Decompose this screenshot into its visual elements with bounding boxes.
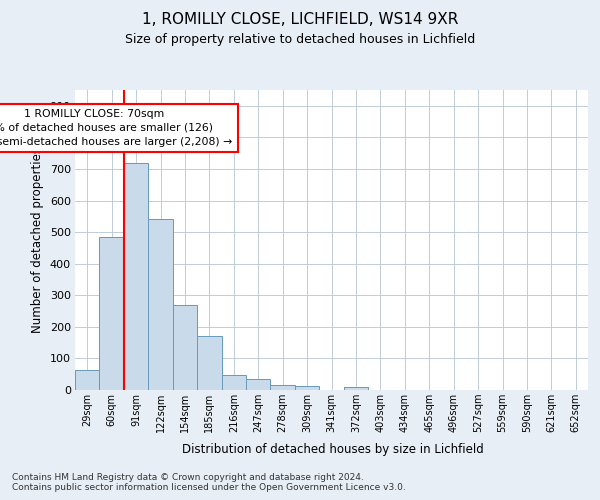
Bar: [344, 388, 368, 390]
Bar: [246, 379, 271, 390]
Bar: [271, 386, 295, 390]
Text: Distribution of detached houses by size in Lichfield: Distribution of detached houses by size …: [182, 442, 484, 456]
Text: 1 ROMILLY CLOSE: 70sqm
← 5% of detached houses are smaller (126)
94% of semi-det: 1 ROMILLY CLOSE: 70sqm ← 5% of detached …: [0, 109, 233, 147]
Bar: [124, 164, 148, 390]
Bar: [173, 304, 197, 390]
Text: Contains HM Land Registry data © Crown copyright and database right 2024.
Contai: Contains HM Land Registry data © Crown c…: [12, 472, 406, 492]
Y-axis label: Number of detached properties: Number of detached properties: [31, 147, 44, 333]
Bar: [100, 238, 124, 390]
Text: 1, ROMILLY CLOSE, LICHFIELD, WS14 9XR: 1, ROMILLY CLOSE, LICHFIELD, WS14 9XR: [142, 12, 458, 28]
Bar: [197, 336, 221, 390]
Bar: [75, 370, 100, 390]
Bar: [295, 386, 319, 390]
Bar: [148, 218, 173, 390]
Text: Size of property relative to detached houses in Lichfield: Size of property relative to detached ho…: [125, 32, 475, 46]
Bar: [221, 375, 246, 390]
